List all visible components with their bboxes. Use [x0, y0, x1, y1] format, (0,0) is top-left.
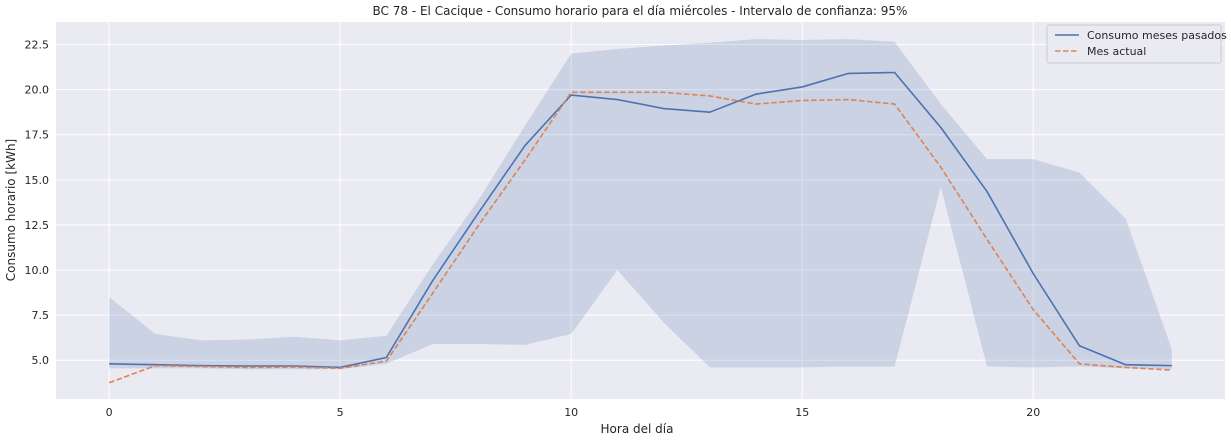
- legend-label-consumo-meses-pasados: Consumo meses pasados: [1087, 29, 1227, 42]
- y-tick-label-6: 20.0: [25, 84, 50, 97]
- series-line-1: [108, 91, 1172, 384]
- y-tick-label-2: 10.0: [25, 264, 50, 277]
- grid: [56, 22, 1225, 399]
- x-axis-ticks: 0 5 10 15 20: [106, 406, 1041, 419]
- y-axis-ticks: 5.0 7.5 10.0 12.5 15.0 17.5 20.0 22.5: [25, 39, 50, 368]
- y-tick-label-3: 12.5: [25, 219, 50, 232]
- chart-title: BC 78 - El Cacique - Consumo horario par…: [373, 4, 908, 18]
- y-axis-label: Consumo horario [kWh]: [4, 139, 18, 281]
- x-axis-label: Hora del día: [601, 422, 674, 436]
- series-lines: [108, 71, 1172, 384]
- x-tick-label-4: 20: [1026, 406, 1040, 419]
- legend-label-mes-actual: Mes actual: [1087, 45, 1146, 58]
- x-tick-label-1: 5: [337, 406, 344, 419]
- legend: Consumo meses pasados Mes actual: [1046, 24, 1227, 64]
- y-tick-label-0: 5.0: [32, 354, 50, 367]
- confidence-band: [109, 39, 1172, 370]
- series-line-0: [109, 71, 1172, 369]
- legend-box: [1046, 24, 1222, 64]
- y-tick-label-1: 7.5: [32, 309, 50, 322]
- x-tick-label-2: 10: [564, 406, 578, 419]
- y-tick-label-7: 22.5: [25, 39, 50, 52]
- y-tick-label-5: 17.5: [25, 129, 50, 142]
- x-tick-label-3: 15: [795, 406, 809, 419]
- x-tick-label-0: 0: [106, 406, 113, 419]
- plot-background: [56, 22, 1225, 399]
- y-tick-label-4: 15.0: [25, 174, 50, 187]
